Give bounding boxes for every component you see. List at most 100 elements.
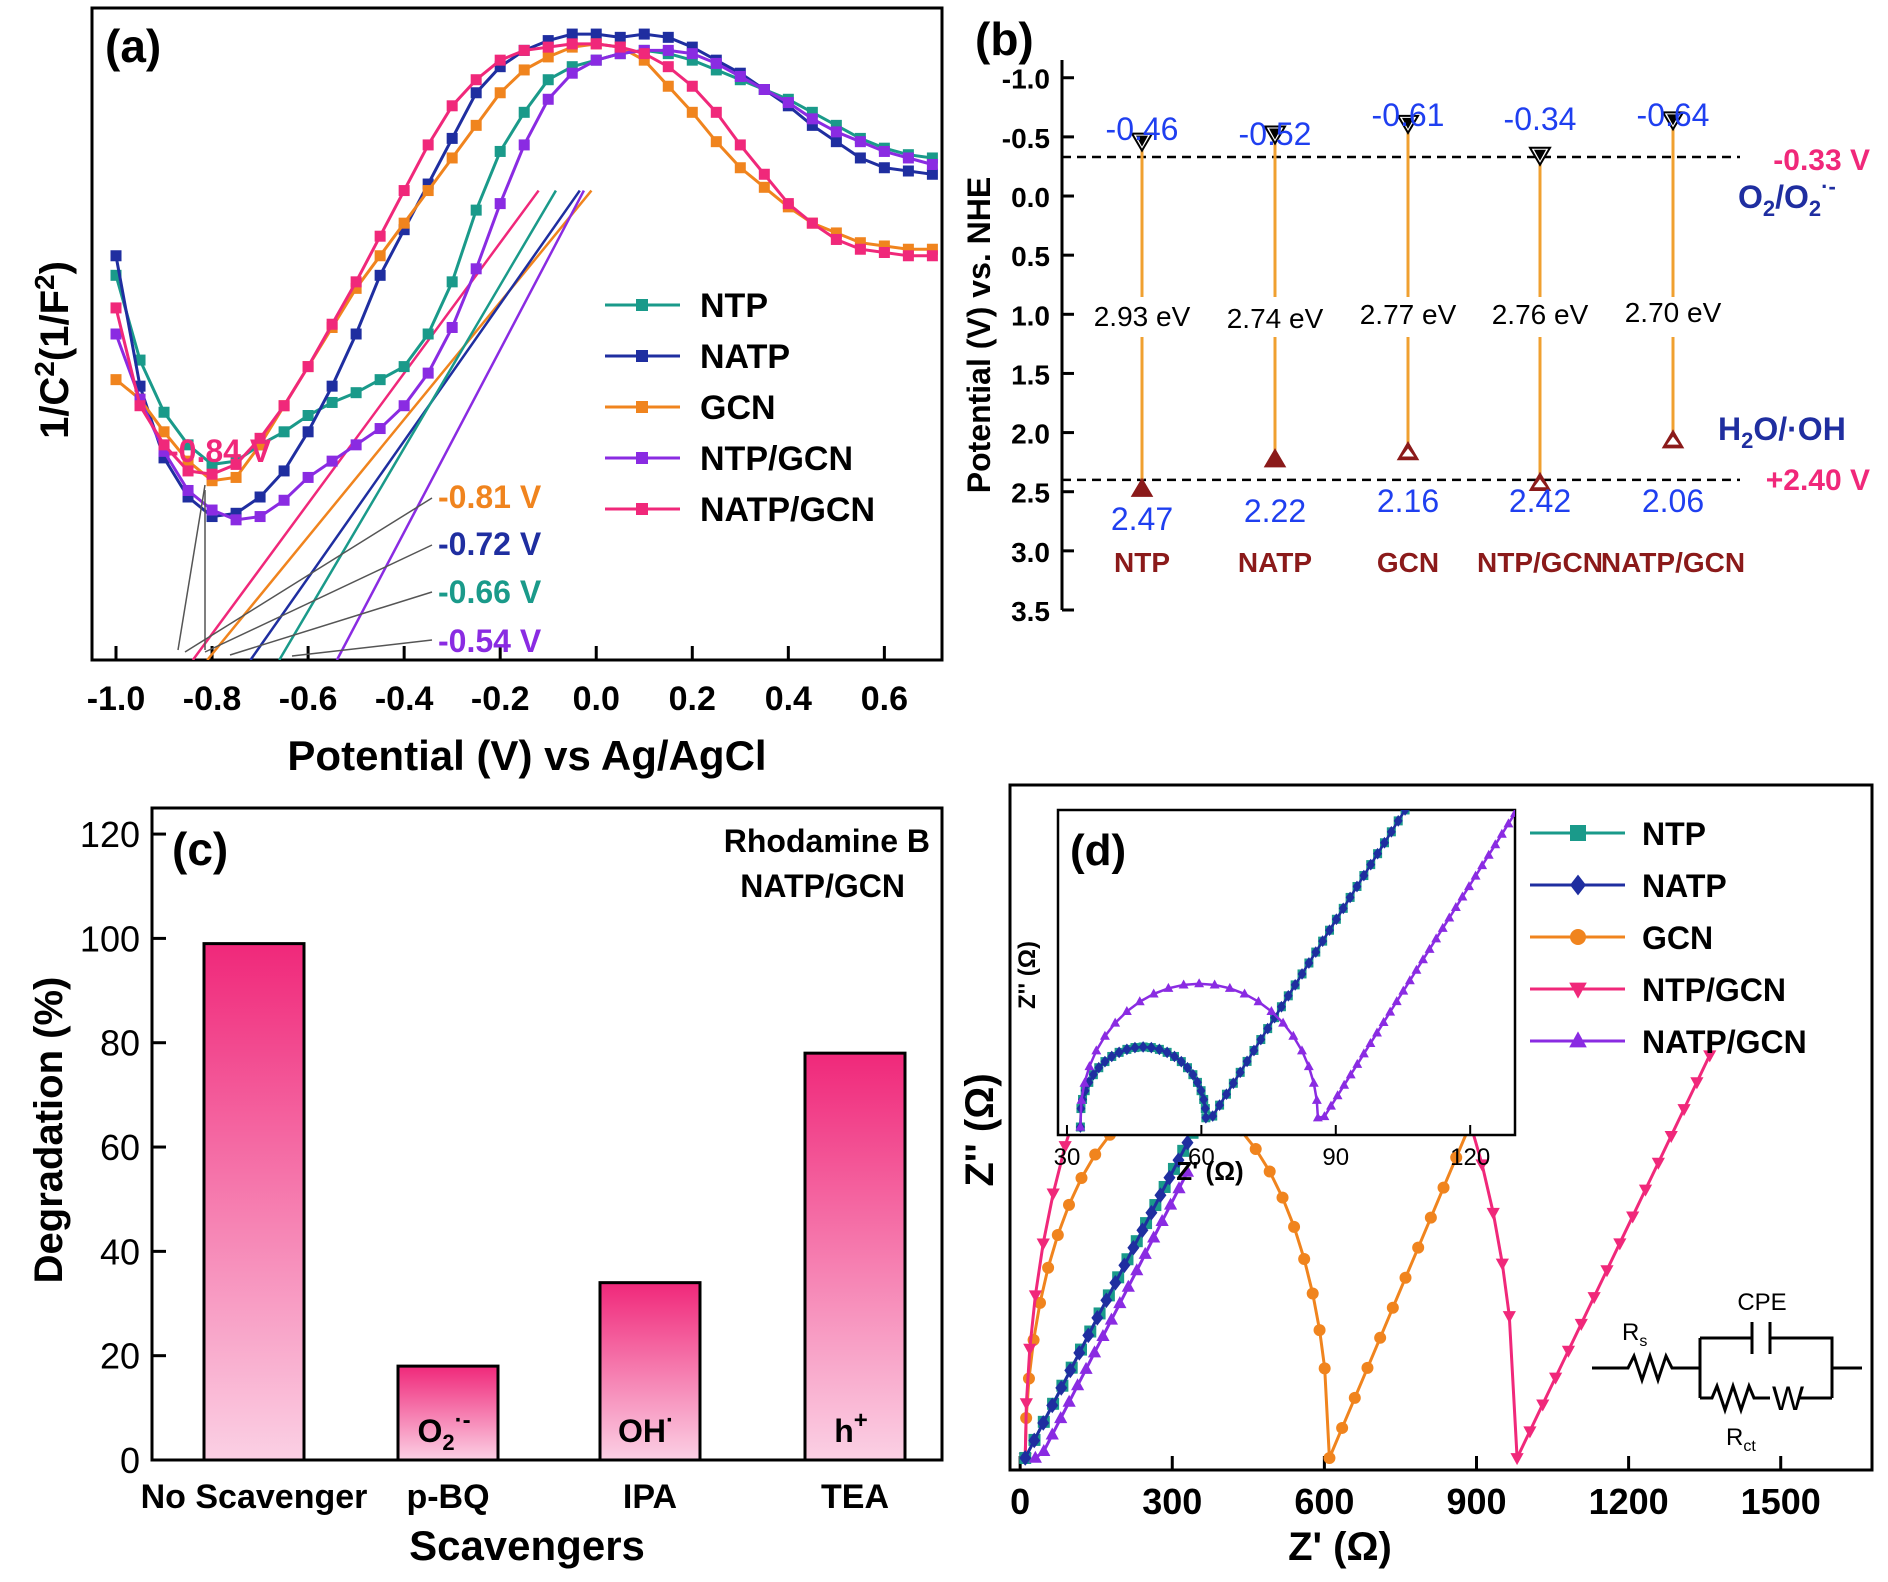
data-point <box>230 514 242 526</box>
data-point <box>638 28 650 40</box>
pair-sub: 2 <box>1809 196 1821 221</box>
inset-point <box>1091 1045 1102 1055</box>
plot-frame-c <box>150 806 944 1462</box>
data-point <box>830 119 842 131</box>
data-point <box>518 139 530 151</box>
x-tick-label-a: -0.6 <box>279 680 338 718</box>
data-point <box>662 44 674 56</box>
x-tick-label-a: 0.2 <box>669 680 716 718</box>
data-point <box>1079 1361 1093 1374</box>
data-point <box>1336 1421 1349 1434</box>
data-point <box>110 374 122 386</box>
legend-label: NATP/GCN <box>700 491 875 529</box>
data-point <box>1677 1104 1691 1117</box>
inset-point <box>1278 1017 1289 1027</box>
pair-part: O <box>1738 179 1763 215</box>
data-point <box>326 318 338 330</box>
nyquist-line <box>1023 1095 1483 1459</box>
x-tick-label-a: -0.4 <box>375 680 434 718</box>
panel-label-a: (a) <box>105 20 161 72</box>
material-name: NTP <box>1114 547 1170 578</box>
inset-point <box>1100 1055 1110 1068</box>
inset-point <box>1332 1090 1343 1100</box>
data-point <box>662 80 674 92</box>
data-point <box>902 152 914 164</box>
x-tick-label-a: 0.6 <box>861 680 908 718</box>
inset-x-tick-label: 30 <box>1054 1144 1081 1171</box>
data-point <box>278 494 290 506</box>
plot-frame-a <box>90 6 944 662</box>
data-point <box>422 367 434 379</box>
inset-point <box>1162 1046 1172 1059</box>
x-axis-title-d: Z' (Ω) <box>1288 1525 1392 1569</box>
data-point <box>254 432 266 444</box>
band-gap-label: 2.93 eV <box>1094 301 1191 332</box>
data-point <box>710 136 722 148</box>
legend-label: NATP <box>700 338 790 376</box>
data-point <box>758 181 770 193</box>
inset-point <box>1121 1006 1132 1016</box>
annotation-arrow <box>184 497 433 653</box>
warburg-label: W <box>1772 1380 1804 1418</box>
vb-value: 2.42 <box>1509 483 1571 519</box>
bar <box>803 1051 907 1462</box>
inset-point <box>1424 943 1435 953</box>
cb-marker-fill <box>1667 114 1679 126</box>
cb-marker-fill <box>1269 128 1281 140</box>
inset-point <box>1464 881 1474 891</box>
x-tick-label-c: IPA <box>623 1478 677 1516</box>
data-point <box>1130 1263 1144 1276</box>
inset-frame <box>1056 808 1517 1137</box>
data-point <box>1071 1378 1085 1391</box>
bar-species-label: h+ <box>834 1407 868 1449</box>
x-tick-label-a: -0.2 <box>471 680 530 718</box>
legend-marker <box>636 503 648 515</box>
data-point <box>278 426 290 438</box>
inset-point <box>1400 810 1410 816</box>
cpe-label: CPE <box>1737 1289 1786 1316</box>
legend-marker <box>1570 874 1586 896</box>
data-point <box>1034 1296 1047 1309</box>
inset-point <box>1075 1121 1086 1131</box>
data-point <box>710 64 722 76</box>
inset-point <box>1490 839 1501 849</box>
x-axis-title-c: Scavengers <box>409 1522 645 1569</box>
data-point <box>1064 1362 1077 1379</box>
data-point <box>926 250 938 262</box>
data-point <box>854 152 866 164</box>
data-point <box>1424 1211 1437 1224</box>
data-point <box>542 51 554 63</box>
x-tick-label-a: 0.0 <box>573 680 620 718</box>
data-point <box>374 250 386 262</box>
resistor-rs <box>1592 1351 1700 1385</box>
data-point <box>926 152 938 164</box>
data-point <box>158 452 170 464</box>
inset-point <box>1192 1076 1202 1089</box>
panel-label-b: (b) <box>975 13 1034 65</box>
inset-point <box>1290 979 1300 991</box>
data-point <box>662 61 674 73</box>
data-point <box>182 491 194 503</box>
cb-value: -0.34 <box>1504 101 1577 137</box>
data-point <box>1155 1214 1169 1227</box>
data-point <box>254 491 266 503</box>
y-tick-label-b: 1.5 <box>1011 359 1050 390</box>
data-point <box>1145 1204 1158 1221</box>
data-point <box>1163 1169 1176 1186</box>
inset-point <box>1256 1033 1266 1046</box>
chart-title-line1: Rhodamine B <box>724 823 930 859</box>
data-point <box>182 484 194 496</box>
gap-bg <box>1086 297 1198 337</box>
data-point <box>1495 1258 1509 1271</box>
inset-point <box>1297 968 1307 980</box>
data-point <box>1054 1411 1068 1424</box>
inset-point <box>1457 891 1468 901</box>
x-axis-title-a: Potential (V) vs Ag/AgCl <box>287 732 766 779</box>
data-point <box>1486 1207 1500 1220</box>
vb-value: 2.16 <box>1377 483 1439 519</box>
data-point <box>134 400 146 412</box>
data-point <box>422 178 434 190</box>
data-point <box>1045 1427 1059 1440</box>
gap-bg <box>1484 297 1596 337</box>
data-point <box>134 380 146 392</box>
